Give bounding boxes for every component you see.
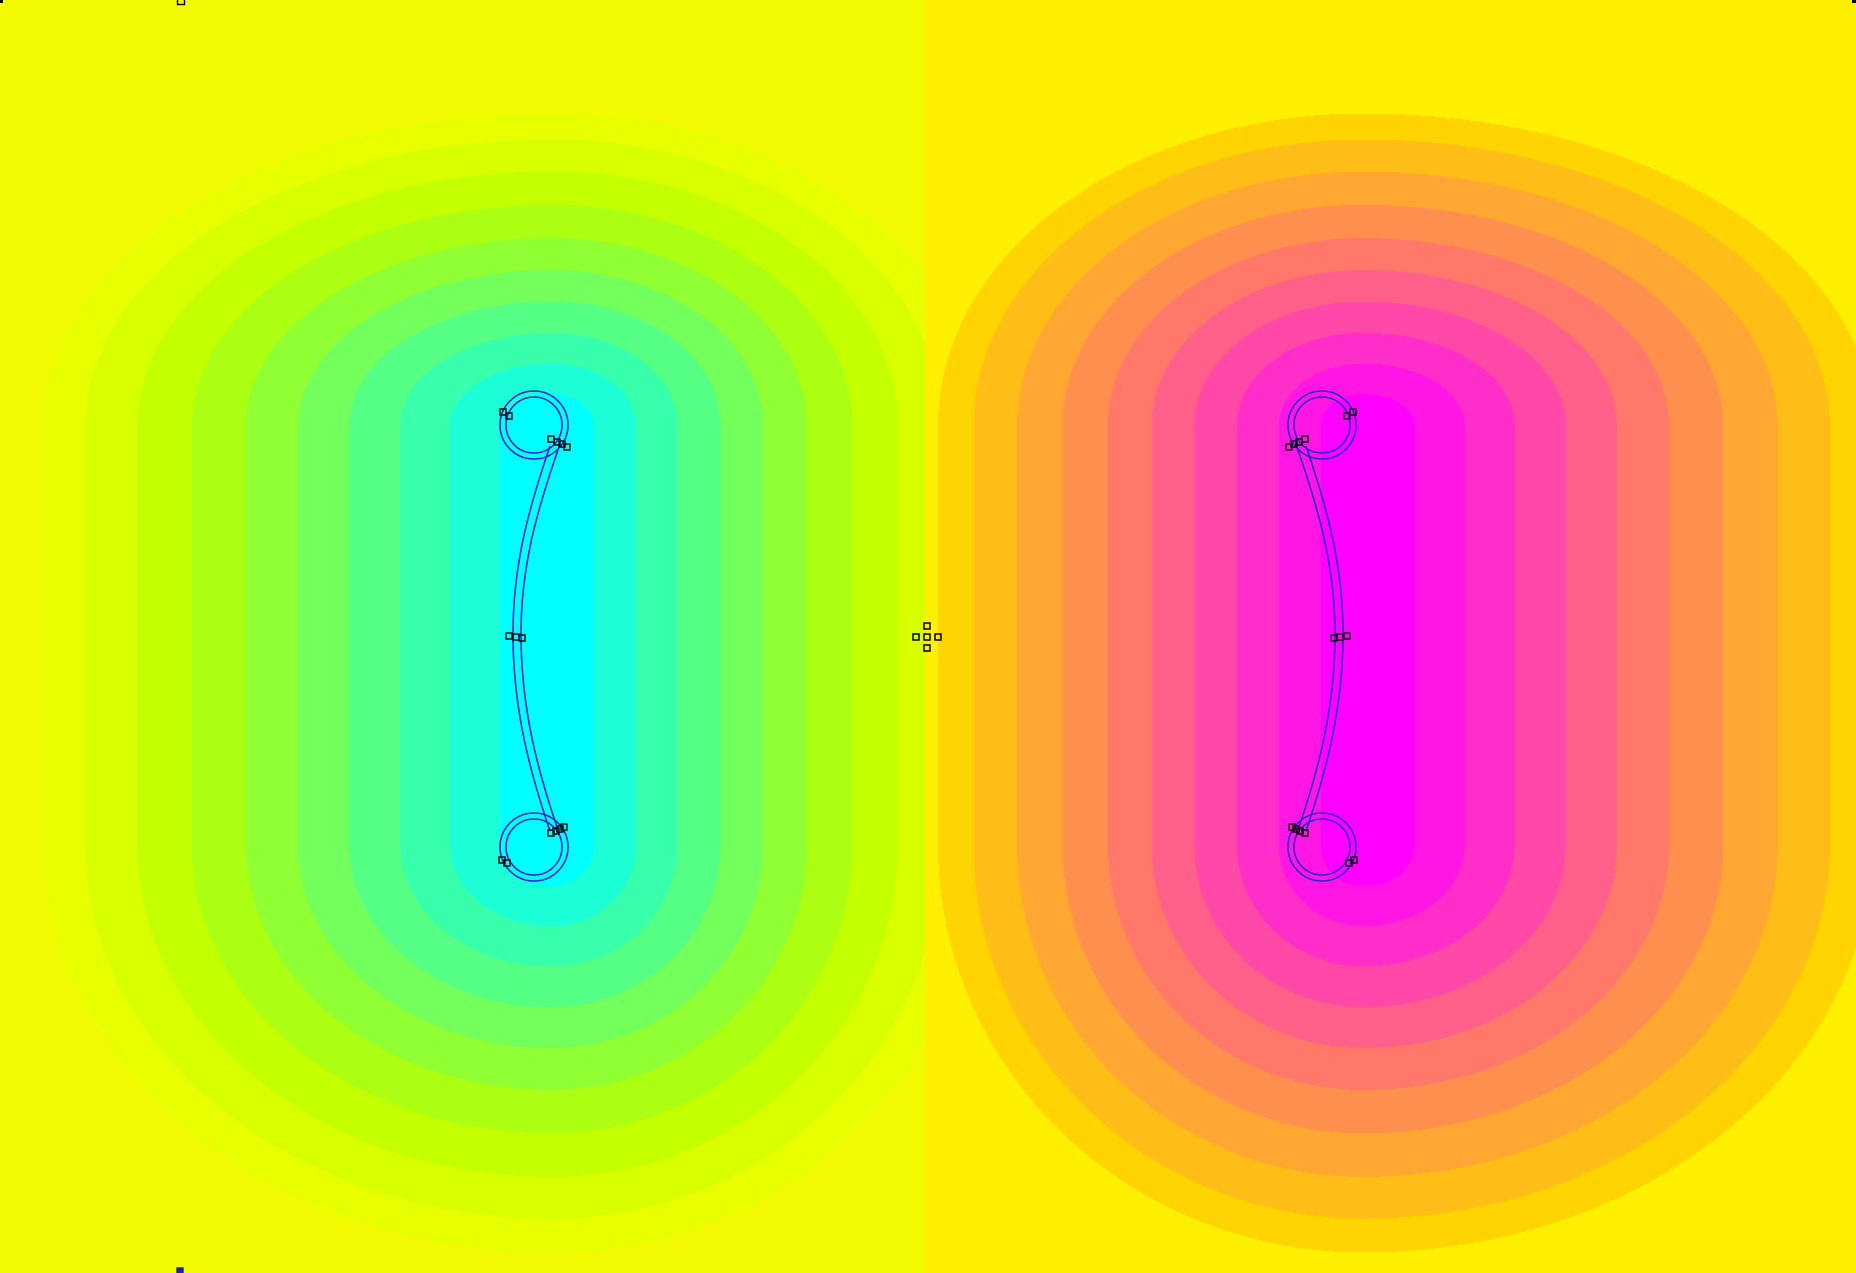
center-handle-square bbox=[934, 633, 942, 641]
right-filament-top-circle-inner bbox=[1293, 396, 1351, 454]
right-filament-node-square bbox=[1330, 634, 1338, 642]
left-filament-node-square bbox=[499, 408, 507, 416]
left-filament-node-square bbox=[503, 859, 511, 867]
right-filament-node-square bbox=[1288, 823, 1296, 831]
left-filament-node-square bbox=[505, 412, 513, 420]
center-handle-square bbox=[912, 633, 920, 641]
right-filament-tail-line-2 bbox=[1297, 449, 1336, 828]
right-filament-node-square bbox=[1295, 438, 1303, 446]
left-filament bbox=[498, 390, 571, 882]
right-filament bbox=[1285, 390, 1358, 882]
left-filament-top-circle-outer bbox=[499, 390, 569, 460]
right-filament-top-circle-outer bbox=[1287, 390, 1357, 460]
right-filament-node-square bbox=[1349, 408, 1357, 416]
left-filament-tail-line-2 bbox=[520, 449, 559, 828]
left-filament-node-square bbox=[560, 823, 568, 831]
left-filament-node-square bbox=[556, 825, 564, 833]
right-filament-node-square bbox=[1285, 443, 1293, 451]
bottom-edge-node-square bbox=[176, 1267, 184, 1273]
right-filament-node-square bbox=[1343, 412, 1351, 420]
left-filament-node-square bbox=[552, 827, 560, 835]
right-filament-node-square bbox=[1336, 633, 1344, 641]
right-filament-bottom-circle-inner bbox=[1293, 818, 1351, 876]
right-filament-node-square bbox=[1345, 859, 1353, 867]
left-filament-node-square bbox=[512, 633, 520, 641]
center-selection-handle-cluster bbox=[912, 622, 942, 652]
top-right-corner-dot bbox=[1852, 0, 1856, 3]
right-filament-bottom-circle-outer bbox=[1287, 812, 1357, 882]
left-filament-top-circle-inner bbox=[505, 396, 563, 454]
center-handle-square bbox=[923, 633, 931, 641]
center-handle-square bbox=[923, 644, 931, 652]
left-filament-node-square bbox=[518, 634, 526, 642]
right-filament-node-square bbox=[1301, 829, 1309, 837]
right-filament-node-square bbox=[1296, 827, 1304, 835]
left-filament-node-square bbox=[563, 443, 571, 451]
top-left-corner-dot bbox=[0, 0, 3, 3]
left-filament-node-square bbox=[547, 829, 555, 837]
left-filament-bottom-circle-outer bbox=[499, 812, 569, 882]
center-handle-square bbox=[923, 622, 931, 630]
right-filament-node-square bbox=[1301, 435, 1309, 443]
left-filament-node-square bbox=[547, 435, 555, 443]
top-edge-node-square bbox=[176, 0, 186, 6]
right-filament-node-square bbox=[1292, 825, 1300, 833]
left-filament-node-square bbox=[505, 632, 513, 640]
left-filament-bottom-circle-inner bbox=[505, 818, 563, 876]
right-filament-node-square bbox=[1343, 632, 1351, 640]
left-filament-node-square bbox=[553, 438, 561, 446]
